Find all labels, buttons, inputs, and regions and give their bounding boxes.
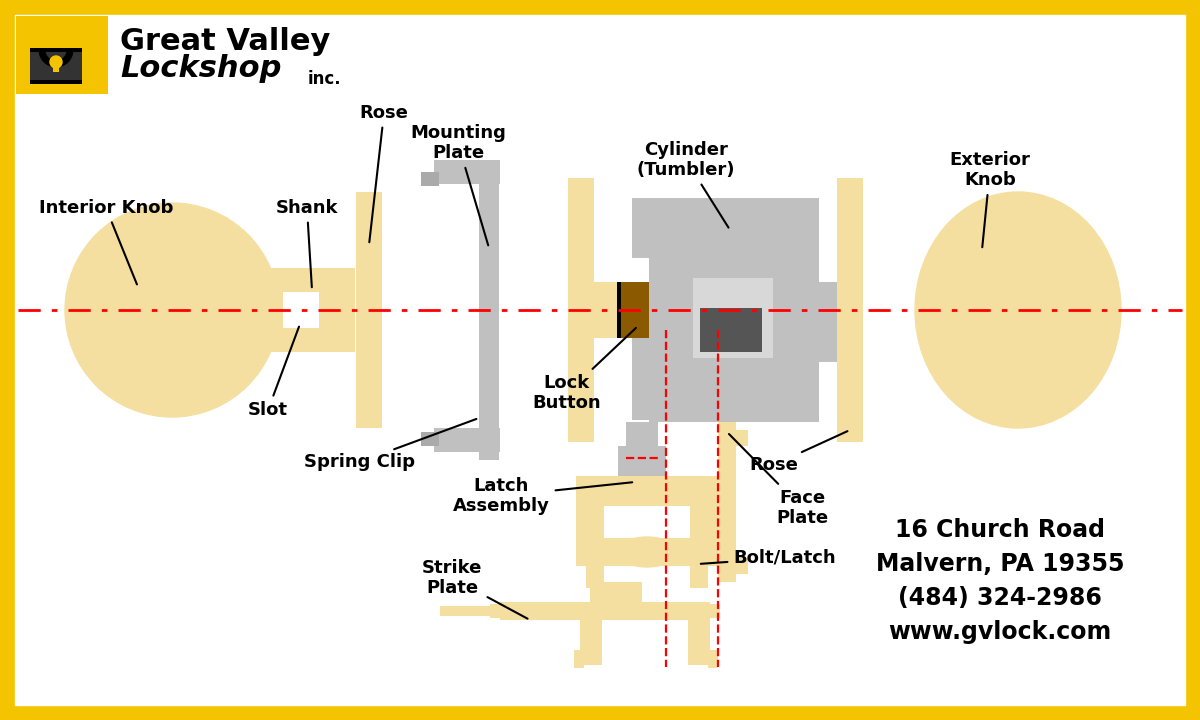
Bar [434,160,500,184]
Text: Shank: Shank [276,199,338,287]
Text: Cylinder
(Tumbler): Cylinder (Tumbler) [637,140,736,228]
Bar [649,198,818,422]
Bar [53,62,59,72]
Bar [632,290,650,420]
Bar [718,422,736,582]
Text: Rose: Rose [360,104,408,242]
Text: Lock
Button: Lock Button [533,328,636,413]
Text: Spring Clip: Spring Clip [304,419,476,471]
Text: Exterior
Knob: Exterior Knob [949,150,1031,247]
Bar [594,282,618,338]
Bar [594,498,700,552]
Bar [708,650,718,668]
Bar [421,432,439,446]
Bar [586,566,604,588]
Bar [688,620,710,665]
Bar [440,606,500,616]
Bar [30,48,82,84]
Bar [604,538,690,552]
Bar [30,52,82,80]
Bar [700,290,762,352]
Circle shape [82,23,95,37]
Bar [622,282,649,338]
Circle shape [65,203,280,417]
Bar [576,552,718,566]
Circle shape [18,22,34,38]
Bar [576,476,718,498]
Bar [270,268,355,352]
Bar [700,290,762,308]
Bar [818,282,836,362]
Bar [736,430,748,446]
Bar [690,566,708,588]
Text: Latch
Assembly: Latch Assembly [454,477,632,516]
Bar [618,446,666,476]
Bar [736,558,748,574]
Text: Mounting
Plate: Mounting Plate [410,124,506,246]
Bar [421,172,439,186]
Bar [604,506,690,544]
Text: Rose: Rose [749,431,847,474]
Text: Bolt/Latch: Bolt/Latch [701,549,835,567]
Text: Malvern, PA 19355: Malvern, PA 19355 [876,552,1124,576]
Bar [590,582,642,604]
Text: Interior Knob: Interior Knob [38,199,173,284]
Bar [283,292,319,328]
Bar [576,498,594,552]
Text: Face
Plate: Face Plate [728,434,828,528]
Bar [568,178,594,442]
Bar [617,282,622,338]
Text: (484) 324-2986: (484) 324-2986 [898,586,1102,610]
Bar [490,604,502,618]
Bar [708,604,720,618]
Bar [500,602,710,620]
Bar [16,16,108,94]
Bar [632,198,650,258]
Bar [580,620,602,665]
Text: Slot: Slot [248,327,299,419]
Bar [700,498,718,552]
Ellipse shape [914,192,1121,428]
Bar [626,422,658,476]
Text: 16 Church Road: 16 Church Road [895,518,1105,542]
Text: www.gvlock.com: www.gvlock.com [888,620,1111,644]
Bar [479,160,499,460]
Bar [574,650,584,668]
Circle shape [50,56,62,68]
Text: inc.: inc. [308,70,342,88]
Text: Strike
Plate: Strike Plate [422,559,528,618]
Bar [434,428,500,452]
Text: Lockshop: Lockshop [120,54,282,83]
Bar [692,278,773,358]
Ellipse shape [617,537,677,567]
Bar [836,178,863,442]
Text: Great Valley: Great Valley [120,27,330,56]
Bar [356,192,382,428]
